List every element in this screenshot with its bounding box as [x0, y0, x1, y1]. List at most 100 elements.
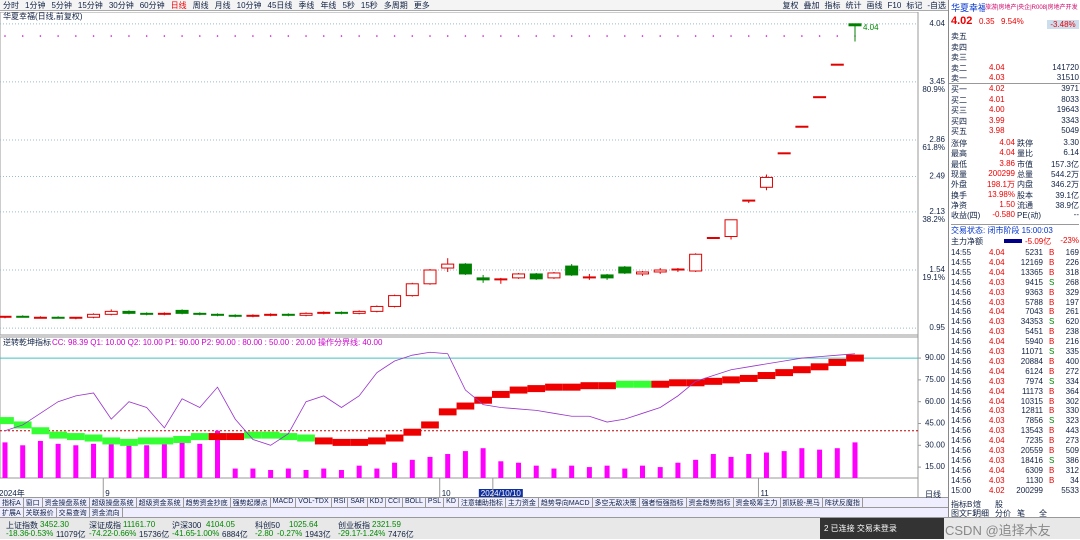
tick-price: 4.03 [989, 317, 1005, 327]
tick-time: 14:56 [951, 287, 972, 297]
cursor-date-box [478, 489, 523, 497]
period-tab[interactable]: 月线 [214, 0, 231, 10]
indicator-tab[interactable]: 强势起爆点 [231, 498, 271, 508]
indicator-bar [91, 443, 97, 478]
indicator-tab[interactable]: RSI [332, 498, 349, 508]
indicator-tab[interactable]: 超级操盘系统 [90, 498, 137, 508]
tool-button[interactable]: 指标 [824, 1, 841, 10]
top-dot [801, 35, 803, 37]
band-segment [173, 435, 191, 443]
book-price: 3.99 [989, 115, 1005, 125]
indicator-tab[interactable]: CCI [386, 498, 404, 508]
tool-button[interactable]: 画线 [866, 1, 883, 10]
indicator-tab[interactable]: 资金吸筹主力 [734, 498, 781, 508]
tick-count: 169 [1065, 248, 1079, 257]
indicator-tab[interactable]: MACD [271, 498, 297, 508]
indicator-tab[interactable]: 多空无敌决策 [593, 498, 640, 508]
indicator-tab[interactable]: BOLL [403, 498, 426, 508]
tick-volume: 1130 [1025, 475, 1043, 485]
band-segment [793, 366, 811, 374]
tick-volume: 7974 [1025, 376, 1043, 386]
top-dot [75, 35, 77, 37]
tick-volume: 20884 [1020, 356, 1043, 366]
period-tab[interactable]: 15分钟 [77, 0, 103, 10]
indicator-tab[interactable]: 阵状反魔指 [823, 498, 863, 508]
indicator-tab[interactable]: PSL [426, 498, 445, 508]
tick-count: 238 [1065, 327, 1079, 337]
indicator-tab[interactable]: SAR [348, 498, 368, 508]
period-tab[interactable]: 1分钟 [25, 0, 46, 10]
period-tab[interactable]: 5秒 [342, 0, 355, 10]
extension-tab[interactable]: 扩展A [0, 508, 24, 518]
extension-tab[interactable]: 交易查询 [57, 508, 90, 518]
tick-count: 364 [1065, 386, 1079, 396]
tool-button[interactable]: 统计 [845, 1, 862, 10]
band-segment [846, 354, 864, 362]
candle-body [636, 271, 649, 275]
tick-volume: 7235 [1025, 436, 1043, 446]
indicator-bar [799, 448, 805, 478]
indicator-tab[interactable]: 超级资金系统 [137, 498, 184, 508]
tick-time: 14:56 [951, 465, 972, 475]
band-segment [651, 380, 670, 388]
tool-button[interactable]: 叠加 [803, 1, 820, 10]
period-tab[interactable]: 10分钟 [236, 0, 262, 10]
candle-body [228, 314, 242, 317]
tick-side: S [1049, 277, 1055, 287]
period-tab[interactable]: 5分钟 [51, 0, 72, 10]
tick-side: S [1049, 317, 1055, 327]
extension-tab[interactable]: 资金流向 [90, 508, 123, 518]
period-tab[interactable]: 日线 [170, 0, 187, 10]
band-segment [0, 417, 14, 425]
candle-body [193, 312, 207, 315]
stat-label: 收益(四) [951, 211, 981, 221]
indicator-tab[interactable]: 抓妖股-黑马 [781, 498, 823, 508]
tick-count: 620 [1065, 317, 1079, 327]
period-tab[interactable]: 60分钟 [139, 0, 165, 10]
candle-body [140, 312, 154, 315]
indicator-bar [392, 462, 398, 478]
top-dot [305, 35, 307, 37]
indicator-tab[interactable]: 趋势资金抄底 [184, 498, 231, 508]
period-tab[interactable]: 45日线 [267, 0, 293, 10]
stat-label: 净资 [951, 200, 967, 210]
tick-price: 4.04 [989, 248, 1005, 257]
top-dot [92, 35, 95, 37]
tool-button[interactable]: 标记 [906, 1, 923, 10]
indicator-tab[interactable]: 资金趋势指标 [687, 498, 734, 508]
indicator-bar [73, 445, 79, 478]
period-tab[interactable]: 30分钟 [108, 0, 134, 10]
panel-tab: 指标B [951, 500, 973, 509]
period-tab[interactable]: 更多 [413, 0, 430, 10]
period-tab[interactable]: 15秒 [360, 0, 378, 10]
indicator-tab[interactable]: 强者恒强指标 [640, 498, 687, 508]
indicator-tab[interactable]: 注意辅助指标 [459, 498, 506, 508]
indicator-tab[interactable]: 指标A [0, 498, 24, 508]
period-tab[interactable]: 年线 [320, 0, 337, 10]
extension-tab[interactable]: 关联报价 [24, 508, 57, 518]
top-dot [500, 35, 502, 37]
band-segment [704, 377, 723, 385]
candle-body [334, 311, 348, 314]
tick-count: 226 [1065, 257, 1079, 267]
tool-button[interactable]: F10 [887, 1, 902, 10]
indicator-tab[interactable]: VOL-TDX [296, 498, 332, 508]
indicator-tab[interactable]: KDJ [368, 498, 386, 508]
period-tab[interactable]: 季线 [298, 0, 315, 10]
indicator-tab[interactable]: KD [444, 498, 459, 508]
tool-button[interactable]: 复权 [782, 1, 799, 10]
tick-volume: 20559 [1020, 446, 1043, 455]
period-tab[interactable]: 周线 [192, 0, 209, 10]
indicator-tab[interactable]: 趋势导向MACD [539, 498, 593, 508]
tick-side: S [1049, 376, 1055, 386]
indicator-tab[interactable]: 窗口 [24, 498, 43, 508]
connection-status: 2 已连接 交易未登录 [820, 518, 944, 539]
stat-label: 量比 [1017, 149, 1033, 159]
period-tab[interactable]: 多周期 [383, 0, 408, 10]
tool-button[interactable]: -自选 [927, 1, 946, 10]
period-tab[interactable]: 分时 [3, 0, 19, 10]
indicator-tab[interactable]: 资金操盘系统 [43, 498, 90, 508]
indicator-tab[interactable]: 主力资金 [506, 498, 539, 508]
y-tick-label: 30.00 [925, 440, 946, 449]
book-price: 4.02 [989, 84, 1005, 93]
